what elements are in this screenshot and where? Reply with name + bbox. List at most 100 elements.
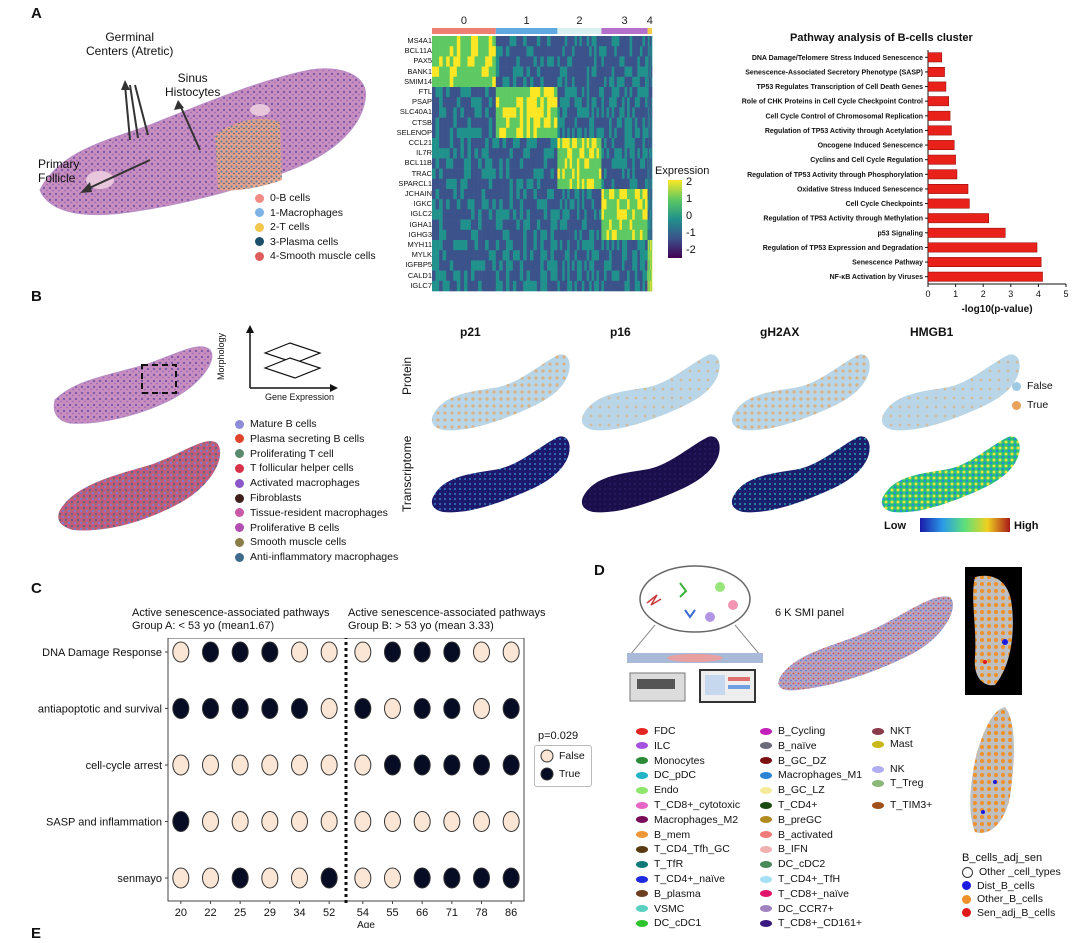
- heatmap-cell: [453, 87, 458, 98]
- heatmap-cell: [432, 219, 436, 231]
- heatmap-cell: [609, 178, 612, 190]
- heatmap-cell: [619, 76, 623, 88]
- heatmap-cell: [572, 97, 575, 108]
- heatmap-cell: [651, 158, 653, 169]
- heatmap-cell: [533, 127, 538, 139]
- heatmap-cell: [456, 199, 461, 210]
- pathway-status-dot: [473, 811, 490, 832]
- smi-celltype-label: T_CD4_Tfh_GC: [654, 843, 730, 856]
- heatmap-cell: [634, 189, 638, 200]
- heatmap-cell: [627, 117, 630, 129]
- heatmap-cell: [540, 219, 545, 231]
- heatmap-cell: [442, 260, 447, 271]
- celltype-legend-swatch: [235, 537, 244, 547]
- heatmap-cell: [453, 117, 458, 129]
- heatmap-cell: [478, 189, 482, 200]
- heatmap-cell: [523, 168, 527, 180]
- heatmap-cell: [512, 199, 517, 210]
- heatmap-cell: [474, 97, 479, 108]
- heatmap-cell: [576, 240, 580, 251]
- heatmap-cell: [540, 168, 545, 180]
- smi-celltype-swatch: [760, 831, 772, 839]
- heatmap-cell: [456, 270, 461, 282]
- gene-label: MYH11: [407, 240, 432, 249]
- heatmap-cell: [547, 270, 551, 282]
- heatmap-cell: [478, 97, 482, 108]
- heatmap-cell: [446, 280, 451, 292]
- heatmap-cell: [574, 209, 578, 220]
- heatmap-cell: [442, 219, 447, 231]
- heatmap-cell: [637, 56, 641, 67]
- heatmap-cell: [559, 168, 563, 180]
- smi-celltype-item: T_CD4+_naïve: [636, 873, 725, 885]
- age-tick-label: 78: [475, 907, 487, 919]
- heatmap-cell: [564, 107, 568, 118]
- heatmap-cell: [530, 127, 534, 139]
- heatmap-cell: [579, 178, 583, 190]
- heatmap-cell: [512, 46, 517, 57]
- heatmap-cell: [591, 127, 595, 139]
- heatmap-cell: [485, 158, 490, 169]
- heatmap-cell: [533, 250, 538, 261]
- heatmap-cell: [611, 138, 615, 149]
- heatmap-cell: [449, 199, 454, 210]
- heatmap-cell: [442, 66, 447, 78]
- celltype-legend-swatch: [235, 493, 244, 503]
- x-tick-label: 5: [1063, 289, 1068, 299]
- heatmap-cell: [579, 189, 583, 200]
- heatmap-cell: [488, 36, 493, 47]
- heatmap-cell: [540, 97, 545, 108]
- heatmap-cell: [557, 127, 561, 139]
- heatmap-cell: [523, 87, 527, 98]
- heatmap-cell: [499, 189, 503, 200]
- heatmap-cell: [637, 240, 641, 251]
- heatmap-cell: [550, 158, 555, 169]
- heatmap-cell: [572, 199, 575, 210]
- smi-celltype-swatch: [760, 816, 772, 824]
- heatmap-cell: [564, 250, 568, 261]
- heatmap-cell: [579, 260, 583, 271]
- heatmap-cell: [488, 199, 493, 210]
- heatmap-cell: [547, 97, 551, 108]
- smi-celltype-label: T_TIM3+: [890, 799, 933, 811]
- heatmap-cell: [495, 270, 500, 282]
- heatmap-cell: [579, 127, 583, 139]
- heatmap-cell: [499, 87, 503, 98]
- heatmap-cell: [540, 270, 545, 282]
- heatmap-cell: [547, 36, 551, 47]
- heatmap-cell: [598, 97, 602, 108]
- heatmap-cell: [512, 250, 517, 261]
- heatmap-cell: [463, 97, 468, 108]
- heatmap-cell: [619, 189, 623, 200]
- tf-legend-label: True: [1027, 399, 1049, 411]
- heatmap-cell: [467, 229, 472, 241]
- heatmap-cell: [547, 66, 551, 78]
- heatmap-cell: [495, 240, 500, 251]
- heatmap-cell: [645, 87, 648, 98]
- heatmap-cell: [627, 189, 630, 200]
- heatmap-cell: [589, 66, 592, 78]
- heatmap-cell: [499, 280, 503, 292]
- heatmap-cell: [609, 97, 612, 108]
- smi-celltype-label: NK: [890, 763, 905, 775]
- heatmap-cell: [572, 127, 575, 139]
- heatmap-cell: [492, 260, 497, 271]
- heatmap-cell: [536, 148, 541, 159]
- heatmap-cell: [543, 107, 548, 118]
- heatmap-cell: [460, 189, 465, 200]
- heatmap-cell: [632, 127, 636, 139]
- heatmap-cell: [619, 138, 623, 149]
- heatmap-cell: [572, 270, 575, 282]
- germinal-centers-label: Germinal Centers (Atretic): [86, 30, 174, 58]
- cluster-legend-item: 0-B cells: [255, 192, 310, 204]
- celltype-legend-item: Activated macrophages: [235, 477, 360, 489]
- heatmap-cell: [621, 127, 625, 139]
- celltype-legend-label: Anti-inflammatory macrophages: [250, 551, 399, 564]
- heatmap-cell: [481, 97, 486, 108]
- heatmap-cell: [629, 260, 633, 271]
- heatmap-cell: [540, 280, 545, 292]
- heatmap-cell: [562, 189, 566, 200]
- heatmap-cell: [579, 46, 583, 57]
- heatmap-cell: [463, 87, 468, 98]
- heatmap-cell: [474, 168, 479, 180]
